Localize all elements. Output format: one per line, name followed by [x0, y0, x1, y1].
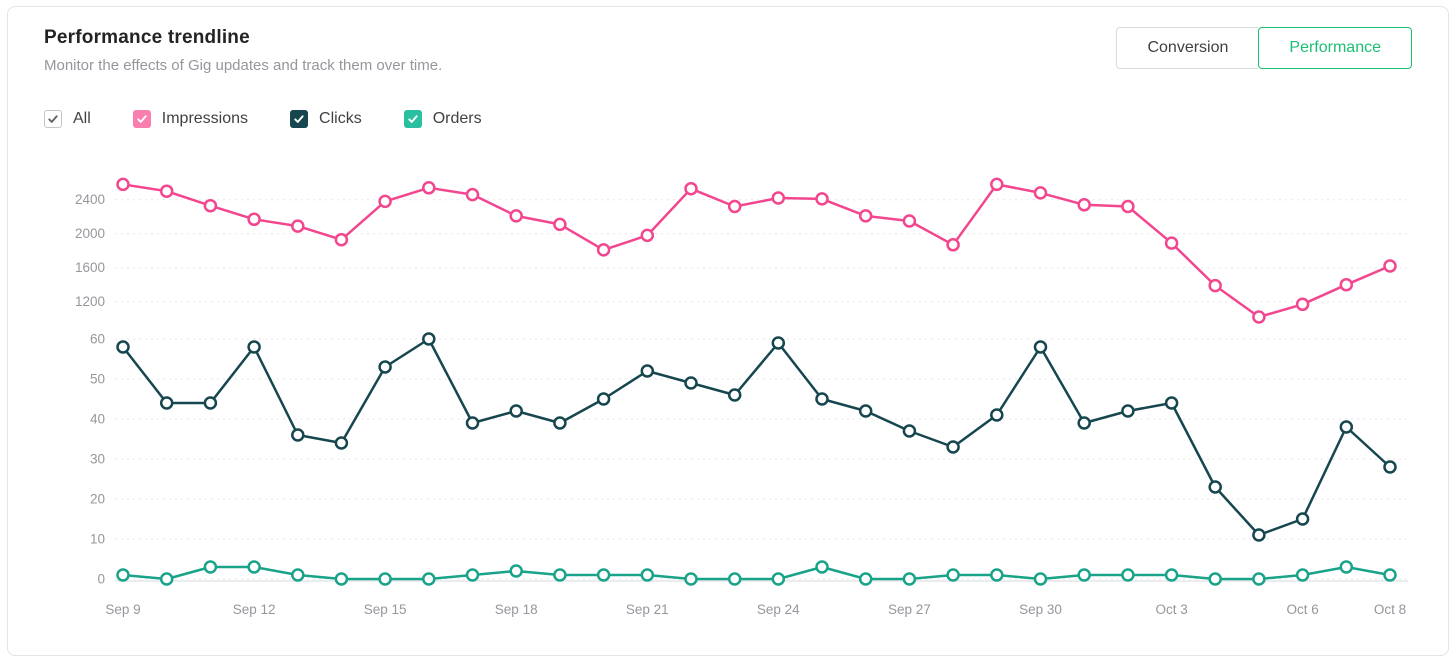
filter-impressions[interactable]: Impressions [132, 110, 249, 128]
svg-text:Sep 27: Sep 27 [888, 602, 931, 617]
page-subtitle: Monitor the effects of Gig updates and t… [44, 57, 443, 74]
filter-all[interactable]: All [44, 110, 91, 128]
check-icon [408, 115, 418, 123]
svg-text:Sep 21: Sep 21 [626, 602, 669, 617]
svg-text:Oct 3: Oct 3 [1155, 602, 1187, 617]
svg-text:2000: 2000 [75, 226, 105, 241]
impressions-checkbox[interactable] [132, 110, 151, 128]
filter-label-impressions: Impressions [161, 110, 249, 127]
card-header: Performance trendline Monitor the effect… [44, 27, 1412, 74]
svg-text:60: 60 [90, 332, 105, 347]
filter-label-clicks: Clicks [319, 110, 362, 127]
title-block: Performance trendline Monitor the effect… [44, 27, 442, 74]
check-icon [294, 115, 304, 123]
filter-label-orders: Orders [432, 110, 482, 127]
svg-text:Sep 15: Sep 15 [364, 602, 407, 617]
svg-text:Oct 8: Oct 8 [1374, 602, 1406, 617]
svg-text:2400: 2400 [75, 192, 105, 207]
tab-performance[interactable]: Performance [1258, 27, 1412, 69]
check-icon [137, 115, 147, 123]
svg-text:20: 20 [90, 492, 105, 507]
filter-orders[interactable]: Orders [403, 110, 482, 128]
series-filter-row: All Impressions Clicks Orders [44, 108, 1412, 130]
performance-trendline-card: Performance trendline Monitor the effect… [7, 6, 1449, 656]
tab-conversion[interactable]: Conversion [1116, 27, 1259, 69]
check-icon [48, 115, 58, 123]
svg-text:Sep 12: Sep 12 [233, 602, 276, 617]
all-checkbox[interactable] [44, 110, 62, 128]
chart-area: 2400 2000 1600 1200 60 50 40 30 20 10 0 Sep 9 Sep 12… [8, 164, 1448, 634]
filter-clicks[interactable]: Clicks [290, 110, 362, 128]
clicks-checkbox[interactable] [290, 110, 309, 128]
view-toggle: Conversion Performance [1116, 27, 1412, 69]
svg-text:30: 30 [90, 452, 105, 467]
svg-text:1200: 1200 [75, 294, 105, 309]
svg-text:1600: 1600 [75, 260, 105, 275]
svg-text:Sep 9: Sep 9 [105, 602, 140, 617]
svg-text:Sep 30: Sep 30 [1019, 602, 1062, 617]
svg-text:Sep 18: Sep 18 [495, 602, 538, 617]
svg-text:0: 0 [97, 572, 105, 587]
svg-text:10: 10 [90, 532, 105, 547]
filter-label-all: All [73, 110, 91, 127]
svg-text:Oct 6: Oct 6 [1286, 602, 1318, 617]
page-title: Performance trendline [44, 27, 250, 48]
svg-text:Sep 24: Sep 24 [757, 602, 800, 617]
orders-checkbox[interactable] [403, 110, 422, 128]
svg-text:50: 50 [90, 372, 105, 387]
svg-text:40: 40 [90, 412, 105, 427]
